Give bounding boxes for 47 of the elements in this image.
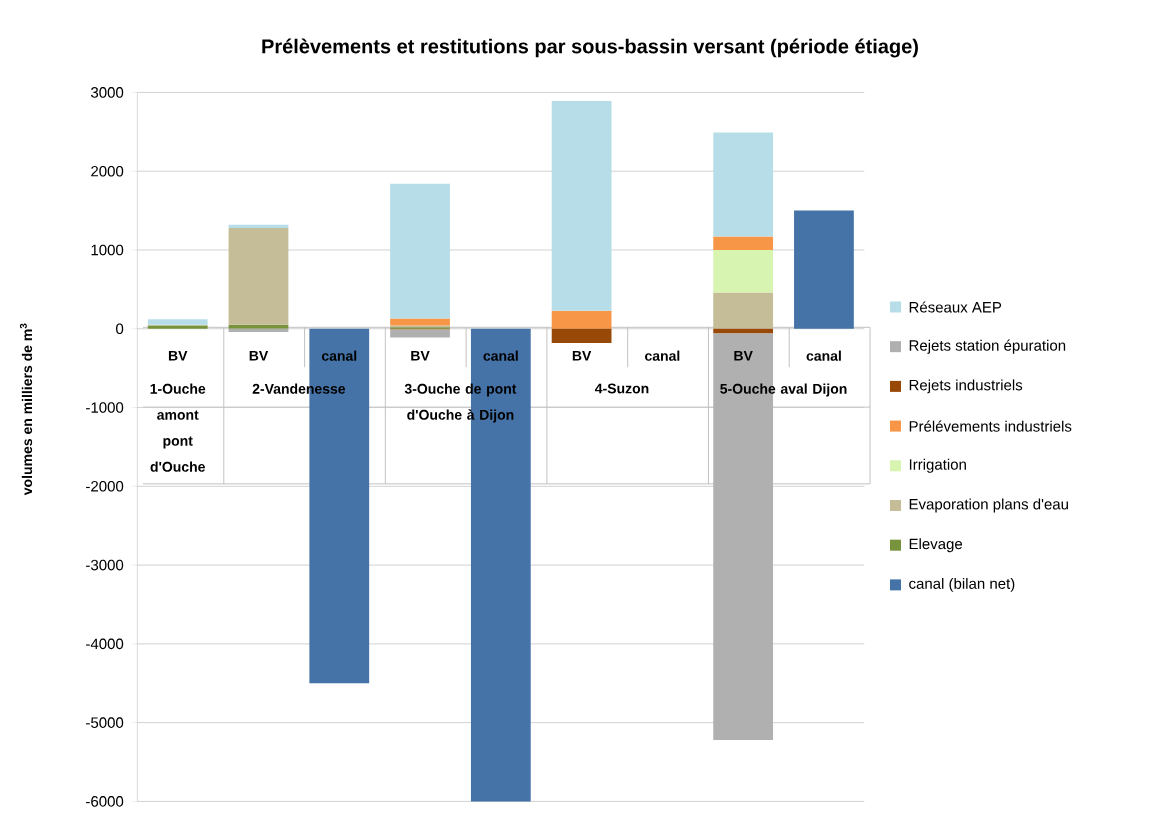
annotation: 1-Ouche amont pont d'Ouche	[150, 383, 206, 472]
bar	[551, 101, 612, 311]
y-tick-label: -1000	[86, 402, 124, 413]
legend-label: Elevage	[909, 538, 963, 553]
bar	[794, 210, 854, 329]
x-tick-label: canal	[321, 350, 357, 361]
legend-label: Irrigation	[909, 458, 966, 473]
annotation: 5-Ouche aval Dijon	[720, 383, 847, 397]
legend-label: Evaporation plans d'eau	[909, 498, 1068, 513]
bar	[147, 319, 208, 325]
legend-label: canal (bilan net)	[909, 577, 1015, 592]
y-tick-label: -4000	[86, 638, 124, 650]
legend-label: Rejets industriels	[909, 379, 1023, 394]
y-axis-title: volumes en milliers de m$^{3}$	[19, 323, 33, 496]
legend-label: Réseaux AEP	[909, 301, 1002, 313]
x-tick-label: BV	[572, 350, 592, 361]
bar	[390, 318, 450, 326]
bar	[713, 236, 774, 250]
y-tick-label: 0	[116, 323, 124, 335]
y-tick-label: -5000	[86, 717, 124, 728]
x-tick-label: BV	[249, 350, 269, 361]
x-tick-label: BV	[734, 350, 753, 361]
bar	[713, 249, 774, 293]
x-tick-label: BV	[168, 350, 188, 361]
bar	[390, 183, 450, 319]
bar	[228, 227, 289, 325]
bar	[228, 224, 289, 228]
bar	[713, 132, 774, 237]
bar	[713, 292, 774, 329]
x-tick-label: canal	[806, 350, 841, 361]
y-tick-label: -2000	[86, 481, 124, 492]
annotation: 4-Suzon	[594, 383, 649, 394]
legend-label: Prélévements industriels	[909, 420, 1072, 432]
x-tick-label: canal	[483, 350, 518, 361]
y-tick-label: 2000	[91, 165, 124, 177]
chart-title: Prélèvements et restitutions par sous-bassin versant (période étiage)	[262, 38, 918, 58]
bar	[551, 310, 612, 329]
y-tick-label: 1000	[91, 244, 124, 256]
y-tick-label: -3000	[86, 559, 124, 571]
bar	[228, 324, 289, 329]
legend-label: Rejets station épuration	[909, 339, 1066, 354]
bar	[228, 328, 289, 332]
y-tick-label: -6000	[86, 796, 124, 807]
x-tick-label: canal	[645, 350, 680, 361]
y-tick-label: 3000	[90, 87, 124, 98]
bar	[551, 328, 612, 343]
x-tick-label: BV	[411, 350, 430, 361]
